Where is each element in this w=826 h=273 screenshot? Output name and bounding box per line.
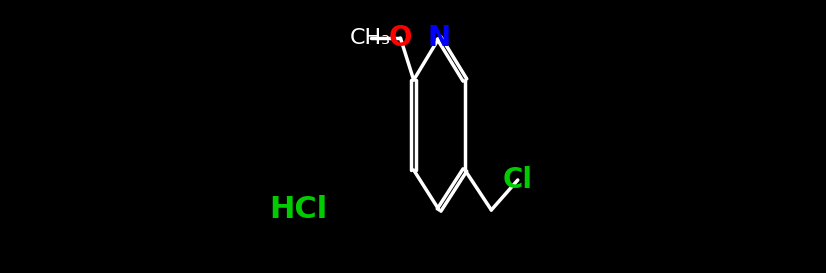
Text: CH₃: CH₃ xyxy=(350,28,392,48)
Text: O: O xyxy=(389,24,412,52)
Text: N: N xyxy=(428,24,451,52)
Text: Cl: Cl xyxy=(503,166,533,194)
Text: HCl: HCl xyxy=(268,195,327,224)
